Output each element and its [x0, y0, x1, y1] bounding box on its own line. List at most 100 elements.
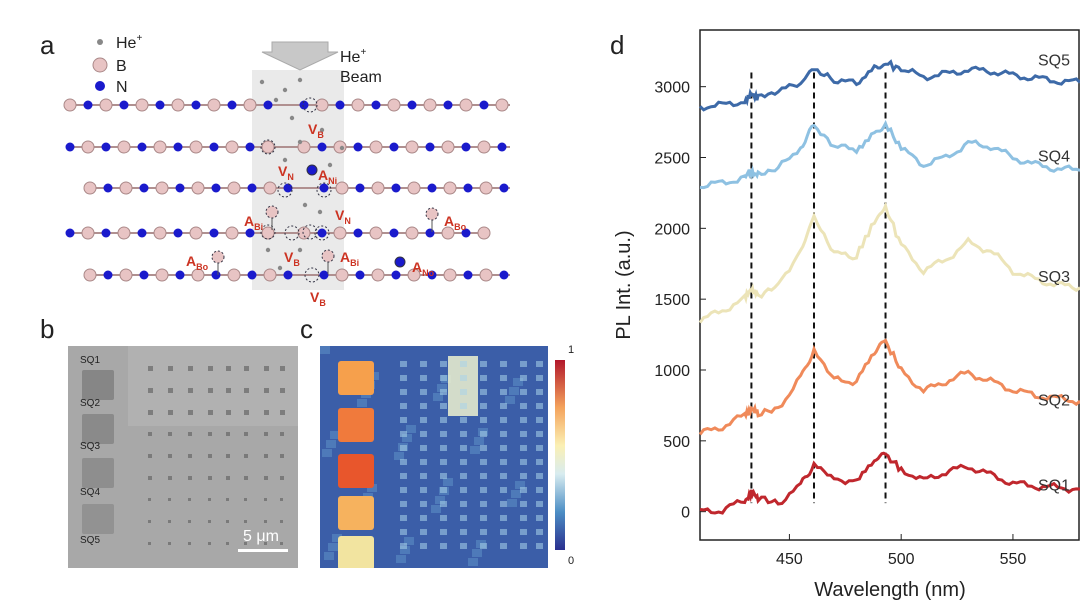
boron-atom	[351, 98, 365, 112]
nitrogen-atom	[425, 142, 435, 152]
he-ion	[302, 202, 308, 208]
boron-atom	[479, 181, 493, 195]
nitrogen-atom	[155, 100, 165, 110]
nitrogen-atom	[427, 183, 437, 193]
grid-emission	[480, 361, 487, 367]
he-ion	[289, 115, 295, 121]
boron-atom	[155, 181, 169, 195]
dot-feature	[168, 542, 171, 545]
boron-atom	[423, 98, 437, 112]
grid-emission	[520, 389, 527, 395]
dot-feature	[264, 476, 268, 480]
nitrogen-legend-icon	[95, 81, 105, 91]
grid-emission	[400, 543, 407, 549]
nitrogen-atom	[227, 100, 237, 110]
dot-feature	[280, 498, 283, 501]
he-ion	[277, 265, 283, 271]
grid-emission	[420, 431, 427, 437]
grid-emission	[420, 403, 427, 409]
x-tick-label: 550	[1000, 551, 1027, 568]
grid-emission	[420, 473, 427, 479]
dot-feature	[168, 454, 172, 458]
grid-emission	[480, 403, 487, 409]
grid-emission	[520, 375, 527, 381]
dot-feature	[168, 432, 172, 436]
boron-atom	[227, 181, 241, 195]
dot-feature	[264, 542, 267, 545]
sq-emission	[338, 361, 374, 395]
boron-atom	[297, 226, 311, 240]
grid-emission	[536, 375, 543, 381]
boron-atom	[369, 140, 383, 154]
nitrogen-atom	[283, 270, 293, 280]
map-pixel	[406, 425, 416, 433]
grid-emission	[400, 487, 407, 493]
nitrogen-atom	[103, 183, 113, 193]
nitrogen-atom	[497, 142, 507, 152]
dot-feature	[226, 432, 230, 436]
colorbar	[555, 360, 565, 550]
map-pixel	[394, 452, 404, 460]
map-pixel	[437, 384, 447, 392]
he-ion	[297, 247, 303, 253]
grid-emission	[480, 459, 487, 465]
sq-emission	[338, 454, 374, 488]
sq-emission	[338, 536, 374, 568]
boron-atom	[225, 140, 239, 154]
label-vb-2: VB	[284, 249, 300, 268]
boron-atom	[117, 140, 131, 154]
dot-feature	[226, 410, 231, 415]
boron-atom	[81, 226, 95, 240]
boron-atom	[263, 181, 277, 195]
interstitial-boron	[265, 205, 279, 219]
dot-feature	[280, 476, 284, 480]
dot-feature	[226, 498, 229, 501]
boron-atom	[495, 98, 509, 112]
boron-atom	[135, 98, 149, 112]
vacancy-marker	[260, 139, 276, 155]
map-pixel	[472, 549, 482, 557]
grid-emission	[400, 403, 407, 409]
grid-emission	[420, 361, 427, 367]
nitrogen-atom	[391, 183, 401, 193]
map-pixel	[433, 393, 443, 401]
grid-emission	[480, 389, 487, 395]
nitrogen-atom	[103, 270, 113, 280]
dot-feature	[264, 454, 268, 458]
grid-emission	[520, 529, 527, 535]
dot-feature	[208, 366, 213, 371]
boron-atom	[225, 226, 239, 240]
grid-emission	[500, 389, 507, 395]
boron-atom	[333, 140, 347, 154]
nitrogen-atom	[209, 228, 219, 238]
grid-emission	[400, 473, 407, 479]
boron-atom	[405, 140, 419, 154]
sq-feature	[82, 504, 114, 534]
boron-atom	[207, 98, 221, 112]
dot-feature	[168, 520, 171, 523]
boron-atom	[153, 140, 167, 154]
map-pixel	[511, 490, 521, 498]
nitrogen-atom	[83, 100, 93, 110]
grid-emission	[500, 375, 507, 381]
grid-emission	[400, 501, 407, 507]
y-tick-label: 1500	[654, 292, 690, 309]
boron-atom	[155, 268, 169, 282]
grid-emission	[500, 487, 507, 493]
series-label-sq1: SQ1	[1038, 477, 1070, 494]
he-ion	[297, 77, 303, 83]
boron-atom	[441, 226, 455, 240]
grid-emission	[480, 473, 487, 479]
boron-atom	[443, 268, 457, 282]
nitrogen-atom	[211, 183, 221, 193]
map-pixel	[326, 440, 336, 448]
nitrogen-atom	[319, 270, 329, 280]
nitrogen-atom	[119, 100, 129, 110]
pl-map-art	[320, 346, 548, 568]
dot-feature	[208, 476, 212, 480]
grid-emission	[460, 361, 467, 367]
boron-atom	[261, 140, 275, 154]
he-ion	[339, 145, 345, 151]
map-pixel	[400, 546, 410, 554]
interstitial-boron	[211, 250, 225, 264]
